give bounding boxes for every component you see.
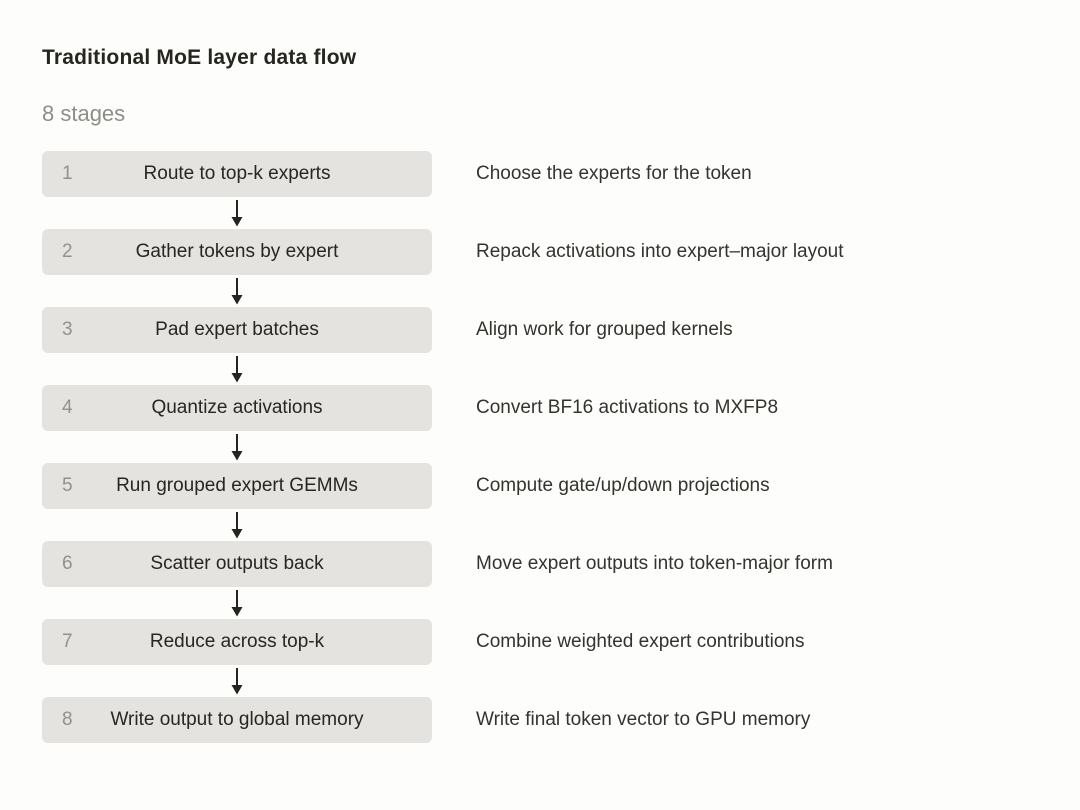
stage-description: Convert BF16 activations to MXFP8: [476, 396, 779, 418]
stage-box: 6 Scatter outputs back: [42, 540, 432, 587]
stage-count-subtitle: 8 stages: [42, 101, 126, 127]
stage-box: 2 Gather tokens by expert: [42, 228, 432, 275]
stage-row: 8 Write output to global memory Write fina…: [42, 696, 1080, 743]
stage-row: 1 Route to top-k experts Choose the expert…: [42, 150, 1080, 197]
stage-label: Quantize activations: [151, 396, 323, 418]
stage-label: Route to top-k experts: [143, 162, 331, 184]
stage-number: 5: [62, 474, 73, 496]
stage-description: Align work for grouped kernels: [476, 318, 733, 340]
stage-label: Write output to global memory: [110, 708, 364, 730]
flow-arrow: [42, 665, 432, 697]
stage-box: 8 Write output to global memory: [42, 696, 432, 743]
stage-box: 5 Run grouped expert GEMMs: [42, 462, 432, 509]
flow-arrow: [42, 353, 432, 385]
stage-number: 6: [62, 552, 73, 574]
stage-description: Repack activations into expert–major lay…: [476, 240, 844, 262]
stage-row: 6 Scatter outputs back Move expert outputs…: [42, 540, 1080, 587]
stage-number: 4: [62, 396, 73, 418]
stage-label: Reduce across top-k: [149, 630, 325, 652]
flow-arrow: [42, 587, 432, 619]
stage-box: 7 Reduce across top-k: [42, 618, 432, 665]
arrow-down-icon: [231, 511, 243, 539]
arrow-down-icon: [231, 433, 243, 461]
stage-number: 7: [62, 630, 73, 652]
stage-description: Combine weighted expert contributions: [476, 630, 805, 652]
arrow-down-icon: [231, 199, 243, 227]
flow-arrow: [42, 431, 432, 463]
flow-arrow: [42, 275, 432, 307]
stage-number: 8: [62, 708, 73, 730]
flow-arrow: [42, 197, 432, 229]
stage-description: Compute gate/up/down projections: [476, 474, 770, 496]
arrow-down-icon: [231, 277, 243, 305]
stage-description: Choose the experts for the token: [476, 162, 752, 184]
page-title: Traditional MoE layer data flow: [42, 46, 357, 69]
stage-label: Gather tokens by expert: [135, 240, 339, 262]
stage-description: Write final token vector to GPU memory: [476, 708, 811, 730]
stage-row: 3 Pad expert batches Align work for groupe…: [42, 306, 1080, 353]
stage-label: Run grouped expert GEMMs: [116, 474, 358, 496]
stage-row: 4 Quantize activations Convert BF16 activa…: [42, 384, 1080, 431]
arrow-down-icon: [231, 355, 243, 383]
stage-label: Pad expert batches: [155, 318, 319, 340]
stage-row: 7 Reduce across top-k Combine weighted exp…: [42, 618, 1080, 665]
stage-box: 4 Quantize activations: [42, 384, 432, 431]
stage-description: Move expert outputs into token-major for…: [476, 552, 833, 574]
flow-arrow: [42, 509, 432, 541]
stage-box: 1 Route to top-k experts: [42, 150, 432, 197]
stage-number: 1: [62, 162, 73, 184]
stage-box: 3 Pad expert batches: [42, 306, 432, 353]
arrow-down-icon: [231, 589, 243, 617]
stage-number: 2: [62, 240, 73, 262]
stage-list: 1 Route to top-k experts Choose the expert…: [42, 150, 1080, 743]
stage-row: 2 Gather tokens by expert Repack activatio…: [42, 228, 1080, 275]
arrow-down-icon: [231, 667, 243, 695]
stage-number: 3: [62, 318, 73, 340]
stage-label: Scatter outputs back: [150, 552, 324, 574]
stage-row: 5 Run grouped expert GEMMs Compute gate/up…: [42, 462, 1080, 509]
